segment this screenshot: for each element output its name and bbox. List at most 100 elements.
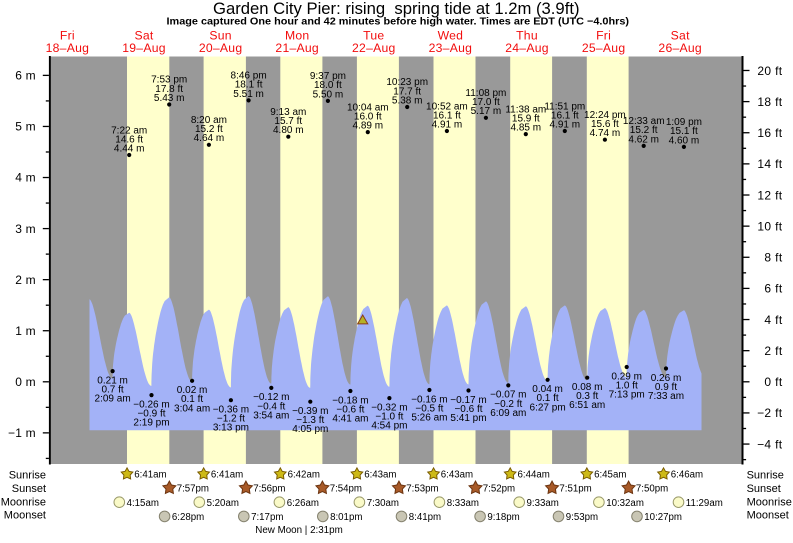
svg-text:0.1 ft: 0.1 ft	[181, 394, 203, 405]
svg-text:10:23 pm: 10:23 pm	[386, 77, 428, 88]
svg-text:4.44 m: 4.44 m	[114, 143, 145, 154]
svg-text:Tue: Tue	[363, 29, 384, 43]
svg-text:1 m: 1 m	[15, 324, 36, 338]
svg-text:Garden City Pier: rising spri: Garden City Pier: rising spring tide at …	[213, 0, 580, 18]
svg-text:5:26 am: 5:26 am	[411, 412, 447, 423]
svg-text:8 ft: 8 ft	[764, 251, 782, 265]
svg-text:11:29am: 11:29am	[686, 498, 723, 509]
svg-text:5 m: 5 m	[15, 120, 36, 134]
svg-text:0 ft: 0 ft	[764, 375, 782, 389]
svg-text:3 m: 3 m	[15, 222, 36, 236]
svg-text:5:41 pm: 5:41 pm	[450, 413, 486, 424]
svg-text:9:53pm: 9:53pm	[566, 512, 598, 523]
svg-text:Mon: Mon	[285, 29, 309, 43]
svg-text:10:52 am: 10:52 am	[426, 101, 468, 112]
svg-text:2:19 pm: 2:19 pm	[133, 418, 169, 429]
svg-text:0.3 ft: 0.3 ft	[576, 391, 598, 402]
svg-text:−4 ft: −4 ft	[757, 437, 783, 451]
svg-text:9:13 am: 9:13 am	[270, 107, 306, 118]
svg-text:18.1 ft: 18.1 ft	[235, 80, 263, 91]
svg-text:7:51pm: 7:51pm	[559, 484, 591, 495]
svg-text:20 ft: 20 ft	[757, 64, 782, 78]
svg-text:7:56pm: 7:56pm	[253, 484, 285, 495]
svg-text:6:41am: 6:41am	[211, 470, 243, 481]
svg-text:4 ft: 4 ft	[764, 313, 782, 327]
svg-text:Moonset: Moonset	[4, 510, 46, 522]
svg-text:9:33am: 9:33am	[527, 498, 559, 509]
svg-text:4:41 am: 4:41 am	[332, 413, 368, 424]
svg-text:−0.2 ft: −0.2 ft	[494, 399, 522, 410]
svg-text:4.74 m: 4.74 m	[590, 128, 621, 139]
svg-text:17.0 ft: 17.0 ft	[472, 97, 500, 108]
svg-text:4.60 m: 4.60 m	[669, 135, 700, 146]
svg-text:Image captured One hour and 42: Image captured One hour and 42 minutes b…	[167, 16, 630, 27]
svg-text:25–Aug: 25–Aug	[582, 41, 626, 55]
svg-text:12:33 am: 12:33 am	[623, 116, 665, 127]
svg-text:Sunset: Sunset	[12, 483, 46, 495]
svg-text:15.2 ft: 15.2 ft	[630, 125, 658, 136]
svg-text:Sat: Sat	[671, 29, 690, 43]
svg-text:6:44am: 6:44am	[518, 470, 550, 481]
svg-text:−0.18 m: −0.18 m	[332, 395, 368, 406]
svg-text:−2 ft: −2 ft	[757, 406, 783, 420]
svg-text:7:33 am: 7:33 am	[648, 391, 684, 402]
svg-text:7:54pm: 7:54pm	[330, 484, 362, 495]
svg-text:7:30am: 7:30am	[367, 498, 399, 509]
svg-text:4.64 m: 4.64 m	[194, 133, 225, 144]
svg-text:5.38 m: 5.38 m	[392, 95, 423, 106]
svg-text:Sunrise: Sunrise	[9, 470, 46, 482]
svg-text:5.43 m: 5.43 m	[154, 93, 185, 104]
svg-text:Fri: Fri	[60, 29, 75, 43]
svg-text:17.8 ft: 17.8 ft	[155, 84, 183, 95]
svg-text:6:41am: 6:41am	[134, 470, 166, 481]
svg-text:0.7 ft: 0.7 ft	[101, 384, 123, 395]
svg-text:3:54 am: 3:54 am	[253, 410, 289, 421]
svg-text:0.08 m: 0.08 m	[572, 382, 603, 393]
svg-text:16.1 ft: 16.1 ft	[433, 110, 461, 121]
svg-text:Sunrise: Sunrise	[747, 470, 784, 482]
svg-text:6 ft: 6 ft	[764, 282, 782, 296]
svg-text:2 m: 2 m	[15, 273, 36, 287]
svg-text:7:52pm: 7:52pm	[483, 484, 515, 495]
svg-text:20–Aug: 20–Aug	[199, 41, 243, 55]
svg-text:−1.0 ft: −1.0 ft	[375, 412, 403, 423]
svg-text:−0.5 ft: −0.5 ft	[415, 403, 443, 414]
svg-text:−0.4 ft: −0.4 ft	[257, 401, 285, 412]
svg-text:7:53pm: 7:53pm	[406, 484, 438, 495]
svg-text:21–Aug: 21–Aug	[275, 41, 319, 55]
svg-text:14.6 ft: 14.6 ft	[115, 134, 143, 145]
svg-text:10:32am: 10:32am	[606, 498, 644, 509]
svg-text:Moonrise: Moonrise	[747, 496, 792, 508]
svg-text:8:41pm: 8:41pm	[409, 512, 441, 523]
svg-text:5:20am: 5:20am	[207, 498, 239, 509]
svg-text:−0.39 m: −0.39 m	[292, 406, 328, 417]
svg-text:6:51 am: 6:51 am	[569, 400, 605, 411]
svg-text:−1 m: −1 m	[8, 426, 36, 440]
svg-text:8:33am: 8:33am	[447, 498, 479, 509]
svg-text:6:27 pm: 6:27 pm	[530, 402, 566, 413]
svg-text:4.62 m: 4.62 m	[628, 134, 659, 145]
svg-text:0.21 m: 0.21 m	[97, 375, 128, 386]
svg-text:6:42am: 6:42am	[288, 470, 320, 481]
svg-text:−0.16 m: −0.16 m	[411, 394, 447, 405]
svg-text:11:08 pm: 11:08 pm	[465, 88, 506, 99]
svg-text:7:57pm: 7:57pm	[177, 484, 209, 495]
svg-text:7:13 pm: 7:13 pm	[609, 389, 645, 400]
svg-text:7:50pm: 7:50pm	[636, 484, 668, 495]
svg-text:16.1 ft: 16.1 ft	[551, 110, 579, 121]
svg-text:1:09 pm: 1:09 pm	[666, 117, 702, 128]
svg-text:Fri: Fri	[596, 29, 611, 43]
svg-text:5.17 m: 5.17 m	[471, 106, 502, 117]
svg-text:18.0 ft: 18.0 ft	[314, 80, 342, 91]
svg-text:3:13 pm: 3:13 pm	[213, 423, 249, 434]
svg-text:26–Aug: 26–Aug	[658, 41, 702, 55]
svg-text:1.0 ft: 1.0 ft	[616, 380, 638, 391]
svg-text:New Moon | 2:31pm: New Moon | 2:31pm	[255, 525, 343, 536]
svg-text:15.2 ft: 15.2 ft	[195, 124, 223, 135]
svg-text:Sunset: Sunset	[747, 483, 781, 495]
svg-text:3:04 am: 3:04 am	[174, 403, 210, 414]
svg-text:15.7 ft: 15.7 ft	[274, 116, 302, 127]
svg-text:−0.12 m: −0.12 m	[253, 392, 289, 403]
svg-text:5.50 m: 5.50 m	[313, 89, 344, 100]
svg-text:6 m: 6 m	[15, 69, 36, 83]
